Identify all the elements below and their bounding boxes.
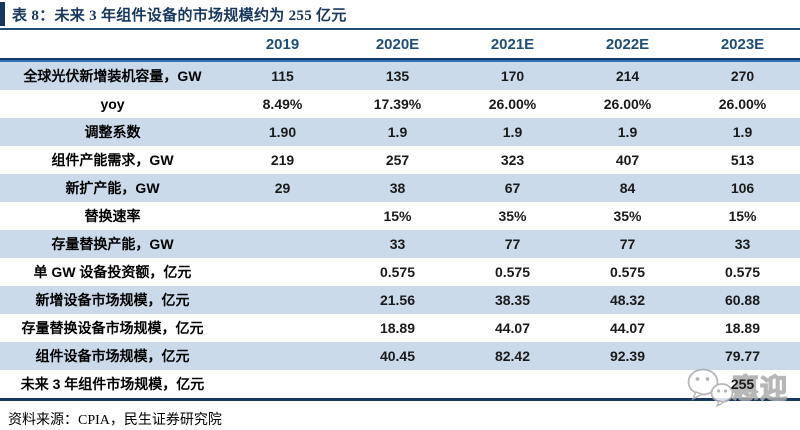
cell-value: 82.42 [494,348,531,364]
cell-value: 38.35 [494,292,531,308]
cell-value: 77 [504,236,521,252]
row-label: 单 GW 设备投资额，亿元 [33,264,192,280]
table-row: 调整系数 1.90 1.9 1.9 1.9 1.9 [0,118,800,146]
table-row: 全球光伏新增装机容量，GW 115 135 170 214 270 [0,62,800,90]
table-row: 组件设备市场规模，亿元 40.45 82.42 92.39 79.77 [0,342,800,370]
cell-value: 1.9 [732,124,753,140]
cell-value: 8.49% [262,96,303,112]
cell-value: 1.9 [387,124,408,140]
cell-value: 29 [274,180,291,196]
table-row: 单 GW 设备投资额，亿元 0.575 0.575 0.575 0.575 [0,258,800,286]
source-note: 资料来源：CPIA，民生证券研究院 [8,413,222,428]
cell-value: 219 [270,152,295,168]
cell-value: 15% [728,208,757,224]
cell-value: 255 [730,376,755,392]
cell-value: 26.00% [718,96,767,112]
cell-value: 33 [389,236,406,252]
cell-value: 513 [730,152,755,168]
table-title-row: 表 8：未来 3 年组件设备的市场规模约为 255 亿元 [0,0,800,28]
table-row: 存量替换产能，GW 33 77 77 33 [0,230,800,258]
table-row: 新增设备市场规模，亿元 21.56 38.35 48.32 60.88 [0,286,800,314]
year-column-header: 2022E [605,35,650,53]
year-column-header: 2021E [490,35,535,53]
year-column-header: 2020E [375,35,420,53]
table-row: 未来 3 年组件市场规模，亿元 255 [0,370,800,398]
cell-value: 60.88 [724,292,761,308]
cell-value: 1.9 [617,124,638,140]
row-label: 全球光伏新增装机容量，GW [23,68,202,84]
cell-value: 35% [498,208,527,224]
cell-value: 44.07 [609,320,646,336]
cell-value: 26.00% [603,96,652,112]
cell-value: 18.89 [379,320,416,336]
cell-value: 33 [734,236,751,252]
row-label: 存量替换设备市场规模，亿元 [21,320,204,336]
cell-value: 38 [389,180,406,196]
cell-value: 18.89 [724,320,761,336]
source-row: 资料来源：CPIA，民生证券研究院 [0,401,800,429]
cell-value: 106 [730,180,755,196]
cell-value: 0.575 [609,264,646,280]
cell-value: 214 [615,68,640,84]
cell-value: 323 [500,152,525,168]
table-row: 新扩产能，GW 29 38 67 84 106 [0,174,800,202]
row-label: yoy [100,96,125,112]
row-label: 新增设备市场规模，亿元 [35,292,190,308]
page-title: 表 8：未来 3 年组件设备的市场规模约为 255 亿元 [12,7,347,24]
cell-value: 79.77 [724,348,761,364]
row-label: 新扩产能，GW [65,180,160,196]
cell-value: 1.90 [268,124,297,140]
cell-value: 0.575 [494,264,531,280]
cell-value: 115 [271,68,294,84]
cell-value: 1.9 [502,124,523,140]
cell-value: 170 [500,68,525,84]
cell-value: 0.575 [379,264,416,280]
year-column-header: 2019 [265,35,300,53]
cell-value: 17.39% [373,96,422,112]
cell-value: 92.39 [609,348,646,364]
table-row: 组件产能需求，GW 219 257 323 407 513 [0,146,800,174]
table-header-row: 2019 2020E 2021E 2022E 2023E [0,30,800,58]
cell-value: 407 [615,152,640,168]
cell-value: 77 [619,236,636,252]
row-label: 替换速率 [84,208,141,224]
table-body: 全球光伏新增装机容量，GW 115 135 170 214 270 yoy 8.49% 17.3… [0,62,800,398]
table-row: 存量替换设备市场规模，亿元 18.89 44.07 44.07 18.89 [0,314,800,342]
cell-value: 21.56 [379,292,416,308]
cell-value: 40.45 [379,348,416,364]
row-label: 组件设备市场规模，亿元 [35,348,190,364]
cell-value: 35% [613,208,642,224]
row-label: 未来 3 年组件市场规模，亿元 [20,376,205,392]
cell-value: 270 [730,68,755,84]
row-label: 存量替换产能，GW [51,236,174,252]
cell-value: 15% [383,208,412,224]
cell-value: 257 [385,152,410,168]
year-column-header: 2023E [720,35,765,53]
cell-value: 44.07 [494,320,531,336]
table-bottom-rule [0,398,800,401]
cell-value: 84 [619,180,636,196]
row-label: 调整系数 [84,124,141,140]
cell-value: 135 [385,68,410,84]
cell-value: 0.575 [724,264,761,280]
table-row: 替换速率 15% 35% 35% 15% [0,202,800,230]
cell-value: 48.32 [609,292,646,308]
title-accent-bar [0,2,5,26]
title-underline [0,28,800,30]
cell-value: 26.00% [488,96,537,112]
cell-value: 67 [504,180,521,196]
table-row: yoy 8.49% 17.39% 26.00% 26.00% 26.00% [0,90,800,118]
row-label: 组件产能需求，GW [51,152,174,168]
header-underline [0,58,800,62]
